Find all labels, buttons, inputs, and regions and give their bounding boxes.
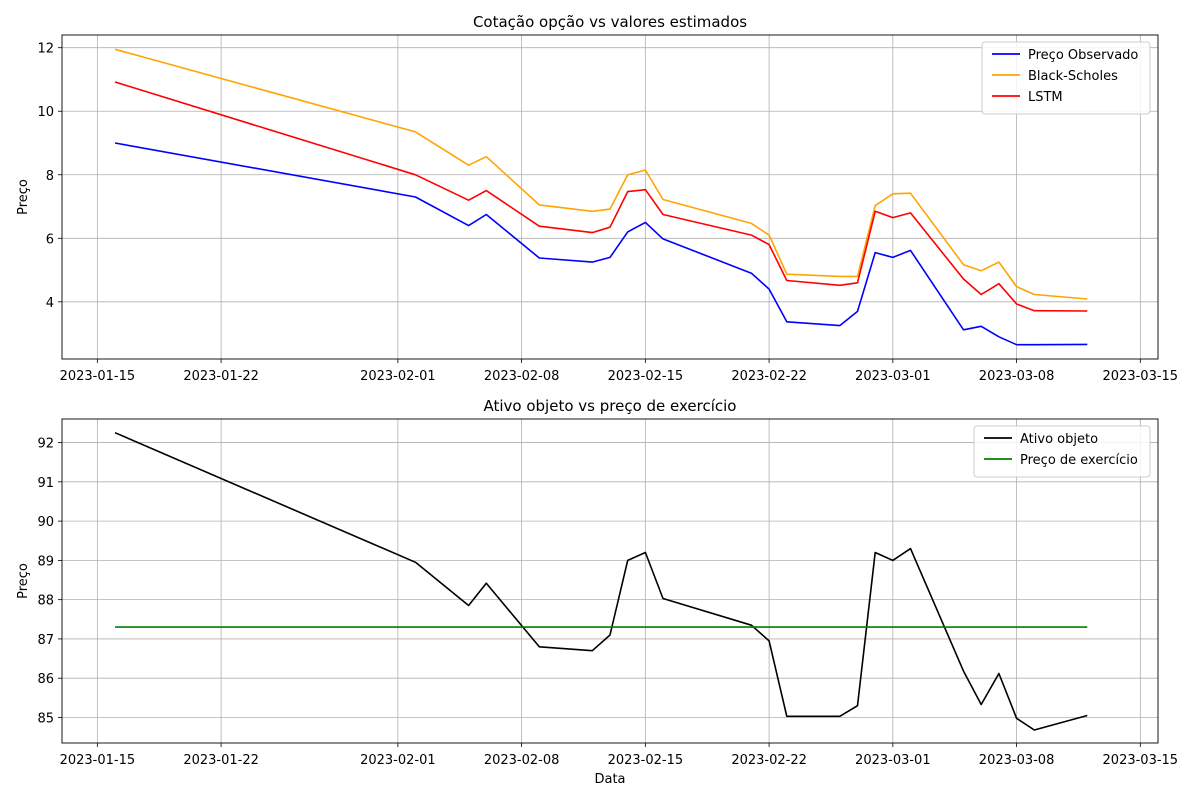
chart-1-y-tick-label: 88 [37, 594, 54, 609]
chart-0-x-tick-label: 2023-02-15 [608, 369, 684, 384]
chart-1-y-tick-label: 89 [37, 554, 54, 569]
chart-0-y-tick-label: 10 [37, 105, 54, 120]
chart-0-x-tick-label: 2023-01-15 [60, 369, 136, 384]
chart-1-y-tick-label: 86 [37, 672, 54, 687]
chart-1-series-line-1 [114, 431, 1088, 731]
chart-0-legend-label-3: LSTM [1028, 90, 1063, 105]
chart-0-y-tick-label: 8 [46, 169, 54, 184]
chart-1-x-tick-label: 2023-03-01 [855, 753, 931, 768]
chart-0-series-line-1 [114, 142, 1088, 346]
chart-0-x-tick-label: 2023-03-08 [979, 369, 1055, 384]
chart-1-y-tick-label: 87 [37, 633, 54, 648]
chart-1-x-tick-label: 2023-02-01 [360, 753, 436, 768]
chart-0-title: Cotação opção vs valores estimados [473, 13, 747, 31]
chart-0-x-tick-label: 2023-02-01 [360, 369, 436, 384]
chart-1-x-tick-label: 2023-02-15 [608, 753, 684, 768]
chart-0-x-tick-label: 2023-03-01 [855, 369, 931, 384]
chart-1-title: Ativo objeto vs preço de exercício [483, 397, 736, 415]
chart-0-y-tick-label: 4 [46, 296, 54, 311]
chart-1-legend-label-2: Preço de exercício [1020, 453, 1138, 468]
chart-1-x-tick-label: 2023-01-22 [183, 753, 259, 768]
chart-1-x-tick-label: 2023-01-15 [60, 753, 136, 768]
chart-0-x-tick-label: 2023-02-08 [484, 369, 560, 384]
chart-underlying-vs-strike: 2023-01-15 2023-01-22 2023-02-01 2023-02-08… [16, 397, 1178, 787]
chart-1-axes-frame [61, 418, 1159, 744]
chart-0-legend [981, 41, 1151, 115]
chart-0-legend-label-1: Preço Observado [1028, 48, 1138, 63]
chart-1-x-tick-label: 2023-02-22 [731, 753, 807, 768]
chart-1-legend-label-1: Ativo objeto [1020, 432, 1098, 447]
chart-0-x-tick-label: 2023-02-22 [731, 369, 807, 384]
chart-1-x-tick-label: 2023-03-15 [1103, 753, 1179, 768]
chart-0-y-axis-label: Preço [16, 179, 31, 215]
chart-1-x-tick-label: 2023-02-08 [484, 753, 560, 768]
chart-0-series-line-3 [114, 81, 1088, 312]
chart-0-series-line-2 [114, 48, 1088, 300]
chart-0-axes-frame [61, 34, 1159, 360]
chart-0-y-tick-label: 6 [46, 232, 54, 247]
chart-0-x-tick-label: 2023-01-22 [183, 369, 259, 384]
chart-1-y-tick-label: 90 [37, 515, 54, 530]
chart-1-legend [973, 425, 1151, 478]
chart-1-y-tick-label: 92 [37, 437, 54, 452]
chart-0-x-tick-label: 2023-03-15 [1103, 369, 1179, 384]
chart-1-y-tick-label: 85 [37, 711, 54, 726]
chart-0-legend-label-2: Black-Scholes [1028, 69, 1118, 84]
chart-0-plot-area [62, 35, 1158, 359]
chart-option-prices: 2023-01-15 2023-01-22 2023-02-01 2023-02-08… [16, 13, 1178, 384]
chart-0-y-tick-label: 12 [37, 42, 54, 57]
chart-1-y-tick-label: 91 [37, 476, 54, 491]
chart-1-x-tick-label: 2023-03-08 [979, 753, 1055, 768]
chart-1-y-axis-label: Preço [16, 563, 31, 599]
chart-1-x-axis-label: Data [594, 772, 625, 787]
